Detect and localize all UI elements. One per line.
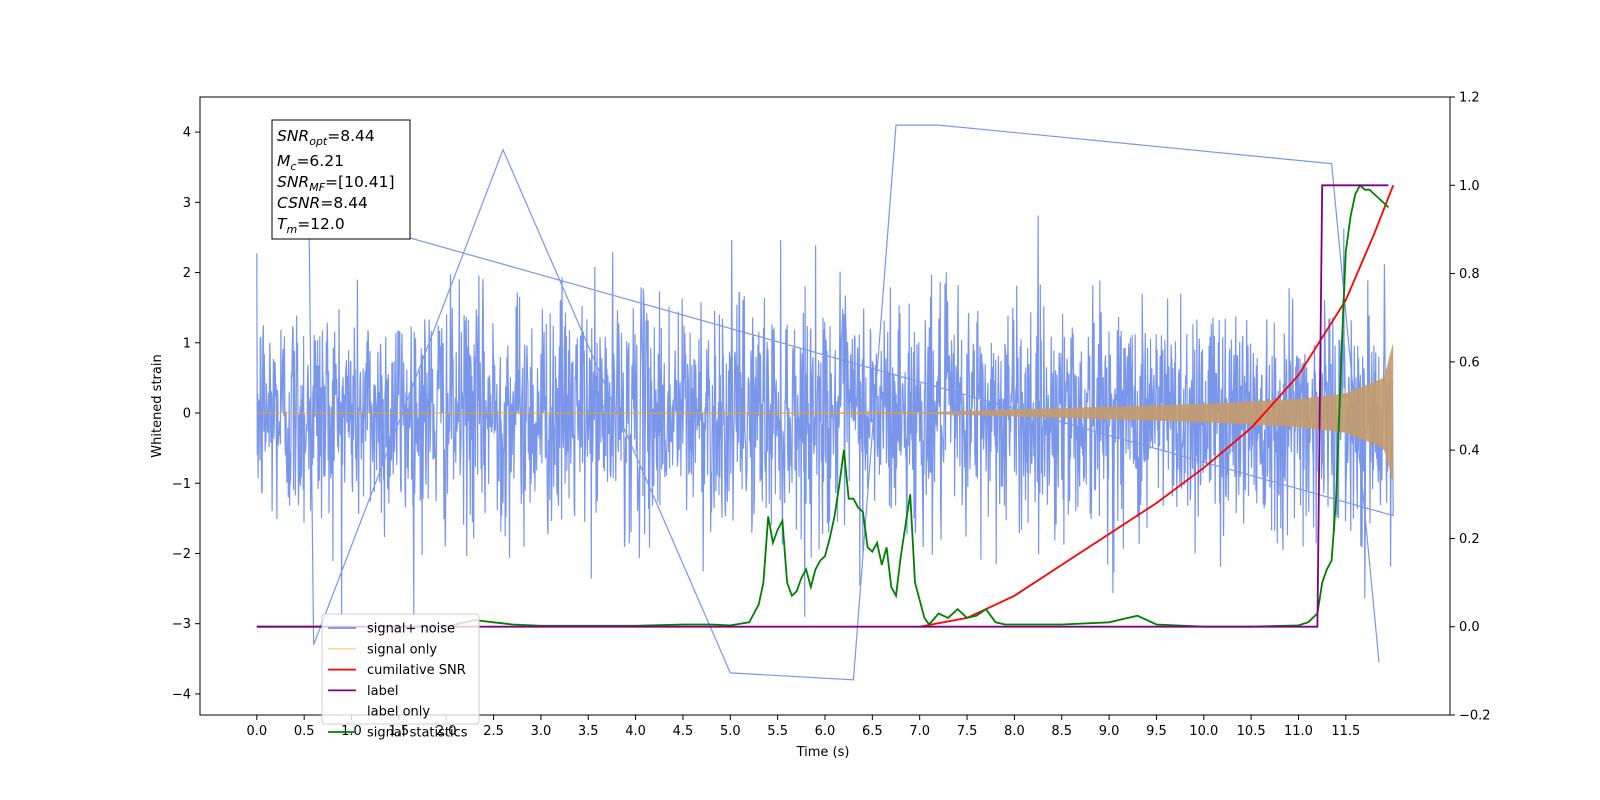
y-right-tick-label: 0.2: [1459, 532, 1480, 547]
info-line-mc: Mc=6.21: [277, 152, 344, 173]
x-tick-label: 10.0: [1189, 724, 1218, 739]
y-axis-label-left: Whitened strain: [150, 354, 165, 457]
legend-box: [321, 613, 480, 725]
x-tick-label: 7.5: [957, 724, 978, 739]
x-tick-label: 9.5: [1146, 724, 1167, 739]
series-signal-statistics: [256, 183, 1390, 628]
y-right-tick-label: 0.4: [1459, 444, 1480, 459]
x-tick-label: 8.5: [1051, 724, 1072, 739]
y-left-tick-label: 3: [183, 196, 191, 211]
x-tick-label: 5.0: [720, 724, 741, 739]
series-cumulative-snr: [919, 184, 1395, 628]
y-left-tick-label: 0: [183, 407, 191, 422]
x-tick-label: 4.5: [673, 724, 694, 739]
x-axis-ticks: 0.0 0.5 1.0 1.5 2.0 2.5 3.0 3.5 4.0 4.5 5.0 5.5 6.0 6…: [246, 715, 1360, 739]
y-left-tick-label: −2: [172, 547, 191, 562]
legend-label: cumilative SNR: [367, 663, 466, 678]
y-right-tick-label: −0.2: [1459, 709, 1491, 724]
y-right-tick-label: 1.0: [1459, 179, 1480, 194]
x-tick-label: 1.5: [389, 724, 410, 739]
x-tick-label: 0.0: [246, 724, 267, 739]
x-tick-label: 10.5: [1237, 724, 1266, 739]
legend-label: label: [367, 684, 398, 699]
y-right-tick-label: 0.6: [1459, 355, 1480, 370]
x-tick-label: 4.0: [625, 724, 646, 739]
right-axis-series: [256, 183, 1395, 628]
info-box: SNRopt=8.44 Mc=6.21 SNRMF=[10.41] CSNR=8…: [271, 119, 411, 240]
legend-label: signal statistics: [367, 726, 468, 741]
legend-label: label only: [367, 705, 430, 720]
left-y-axis-ticks: 4 3 2 1 0 −1 −2 −3 −4: [172, 126, 200, 702]
x-tick-label: 0.5: [294, 724, 315, 739]
x-tick-label: 8.0: [1004, 724, 1025, 739]
y-right-tick-label: 1.2: [1459, 91, 1480, 106]
x-tick-label: 9.0: [1099, 724, 1120, 739]
info-line-tm: Tm=12.0: [277, 215, 345, 236]
signal-noise-series: [256, 124, 1394, 681]
x-tick-label: 6.5: [862, 724, 883, 739]
legend: signal+ noise signal only cumilative SNR la…: [321, 613, 480, 741]
x-tick-label: 11.5: [1331, 724, 1360, 739]
x-tick-label: 2.0: [436, 724, 457, 739]
x-tick-label: 3.0: [531, 724, 552, 739]
right-y-axis-ticks: 1.2 1.0 0.8 0.6 0.4 0.2 0.0 −0.2: [1450, 91, 1491, 724]
y-left-tick-label: −3: [172, 617, 191, 632]
info-line-snr-opt: SNRopt=8.44: [277, 127, 375, 148]
y-left-tick-label: −4: [172, 687, 191, 702]
y-right-tick-label: 0.8: [1459, 267, 1480, 282]
x-tick-label: 5.5: [767, 724, 788, 739]
y-left-tick-label: −1: [172, 477, 191, 492]
x-tick-label: 3.5: [578, 724, 599, 739]
legend-label: signal only: [367, 642, 437, 657]
y-left-tick-label: 4: [183, 126, 191, 141]
x-tick-label: 11.0: [1284, 724, 1313, 739]
y-left-tick-label: 1: [183, 336, 191, 351]
info-line-csnr: CSNR=8.44: [277, 194, 368, 212]
y-right-tick-label: 0.0: [1459, 620, 1480, 635]
y-left-tick-label: 2: [183, 266, 191, 281]
x-tick-label: 7.0: [909, 724, 930, 739]
signal-only-series: [256, 342, 1394, 484]
x-tick-label: 6.0: [815, 724, 836, 739]
x-tick-label: 2.5: [483, 724, 504, 739]
info-line-snr-mf: SNRMF=[10.41]: [277, 173, 395, 194]
legend-label: signal+ noise: [367, 622, 455, 637]
series-label: [256, 184, 1389, 628]
series-signal-noise: [256, 124, 1394, 681]
x-axis-label: Time (s): [796, 745, 850, 760]
